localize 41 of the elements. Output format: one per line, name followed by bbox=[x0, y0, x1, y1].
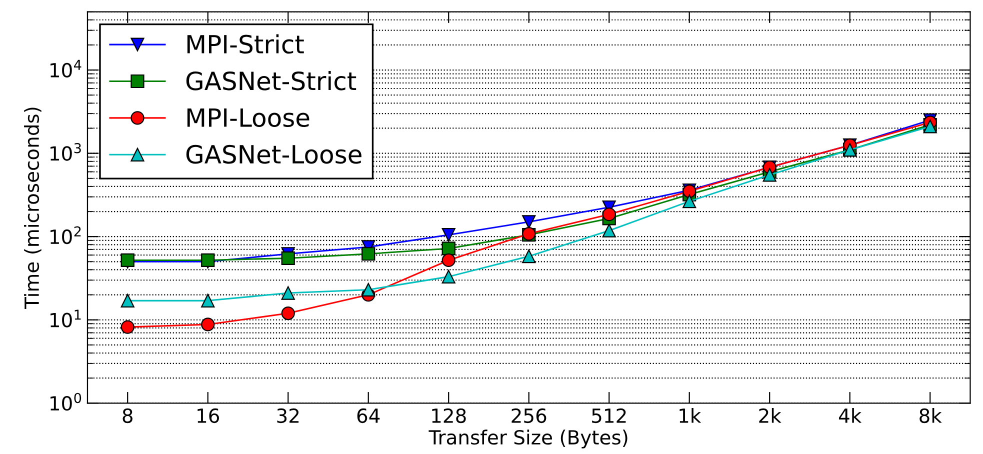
point bbox=[442, 228, 456, 242]
y-tick-label: 10$^{4}$ bbox=[50, 60, 82, 78]
point bbox=[120, 294, 134, 308]
point bbox=[362, 282, 376, 297]
point bbox=[442, 270, 456, 284]
x-tick-label: 128 bbox=[432, 408, 466, 424]
x-tick-label: 1k bbox=[680, 408, 702, 423]
y-axis-title: Time (microseconds) bbox=[24, 108, 42, 309]
y-tick-label: 10$^{1}$ bbox=[50, 310, 81, 328]
x-tick-label: 8k bbox=[920, 408, 942, 424]
point bbox=[442, 253, 456, 268]
legend-label: MPI-Strict bbox=[187, 34, 304, 54]
x-tick-label: 32 bbox=[277, 408, 299, 424]
x-tick-label: 4k bbox=[838, 408, 862, 423]
point bbox=[281, 286, 295, 300]
y-tick-label: 10$^{2}$ bbox=[50, 226, 81, 244]
point bbox=[522, 249, 536, 264]
point bbox=[522, 215, 536, 229]
point bbox=[762, 168, 776, 182]
x-tick-label: 16 bbox=[198, 408, 220, 424]
x-tick-label: 64 bbox=[357, 408, 380, 424]
point bbox=[201, 318, 215, 332]
point bbox=[442, 242, 456, 256]
y-tick-label: 10$^{0}$ bbox=[50, 392, 82, 411]
y-tick-label: 10$^{3}$ bbox=[50, 142, 81, 161]
point bbox=[201, 294, 215, 308]
x-tick-label: 2k bbox=[759, 408, 782, 423]
x-axis-title: Transfer Size (Bytes) bbox=[428, 430, 628, 448]
x-tick-label: 256 bbox=[512, 408, 546, 424]
legend-label: GASNet-Loose bbox=[186, 144, 362, 164]
legend-label: GASNet-Strict bbox=[186, 71, 356, 90]
point bbox=[281, 306, 295, 320]
point bbox=[602, 224, 616, 238]
x-tick-label: 8 bbox=[122, 408, 132, 424]
point bbox=[362, 247, 376, 261]
point bbox=[120, 320, 134, 334]
point bbox=[281, 251, 295, 266]
point bbox=[682, 194, 696, 208]
point bbox=[602, 208, 616, 222]
x-tick-label: 512 bbox=[592, 408, 626, 424]
legend-label: MPI-Loose bbox=[187, 108, 310, 128]
